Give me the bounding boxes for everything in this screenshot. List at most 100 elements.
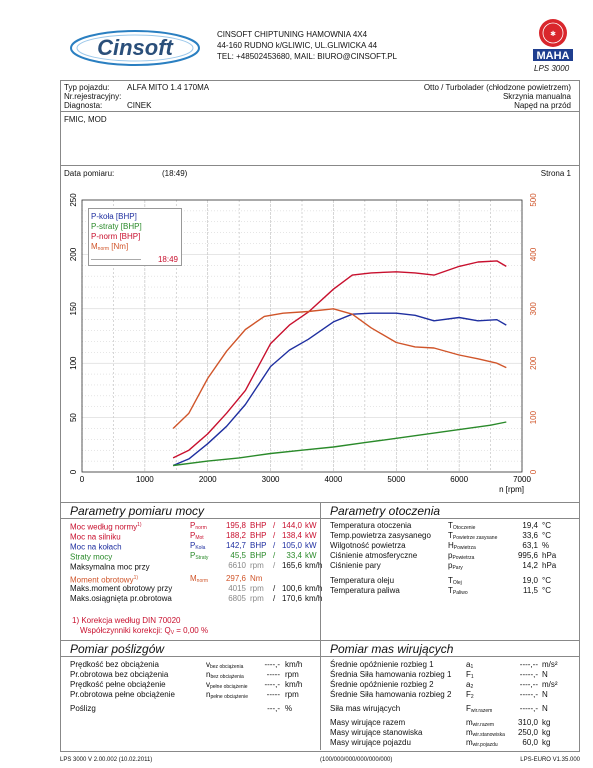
mass-row-unit: m/s² — [542, 680, 558, 689]
x-tick-label: 0 — [80, 475, 85, 484]
env-row-symbol: TOtoczenie — [448, 521, 475, 533]
power-row-symbol-letter: P — [190, 531, 196, 540]
mass-row-symbol: a2 — [466, 680, 473, 692]
env-row-label: Temperatura paliwa — [330, 586, 400, 595]
env-row-value: 19,4 — [522, 521, 538, 530]
footer-right: LPS-EURO V1.35.000 — [520, 757, 580, 763]
torque-row-value2: 170,6 — [281, 594, 302, 603]
env-row-label: Ciśnienie pary — [330, 561, 381, 570]
diagnostician-label: Diagnosta: — [64, 101, 103, 110]
power-row-label: Maksymalna moc przy — [70, 561, 150, 572]
mass-row-symbol: F1 — [466, 670, 474, 682]
power-row-unit1: BHP — [250, 521, 267, 530]
env-row-symbol-sub: Paliwo — [452, 590, 468, 596]
y-right-tick-label: 100 — [529, 410, 538, 424]
series-line — [172, 312, 507, 467]
correction-factor: Współczynniki korekcji: QV = 0,00 % — [80, 626, 208, 638]
env-row-symbol-sub: Olej — [452, 580, 462, 586]
env-row-unit: °C — [542, 521, 551, 530]
x-tick-label: 4000 — [325, 475, 343, 484]
company-address: 44-160 RUDNO k/GLIWIC, UL.GLIWICKA 44 — [217, 41, 378, 50]
power-row-unit2: kW — [305, 521, 317, 530]
maha-logo-text: MAHA — [537, 50, 570, 62]
mass-row-label: Średnia Siła hamowania rozbieg 1 — [330, 670, 452, 679]
power-row-value1: 188,2 — [225, 531, 246, 540]
env-row-value: 11,5 — [523, 586, 538, 595]
slip-row-symbol: npełne obciążenie — [206, 690, 248, 702]
mass-row-value: 60,0 — [522, 738, 538, 747]
mass-row-label: Masy wirujące razem — [330, 718, 406, 727]
env-row-symbol: pPary — [448, 561, 463, 573]
torque-row-value2: 100,6 — [281, 584, 302, 593]
slip-row-symbol-sub: pełne obciążenie — [210, 684, 248, 690]
slip-row-symbol-sub: pełne obciążenie — [210, 694, 248, 700]
power-row-value1: 142,7 — [225, 541, 246, 550]
mass-row-symbol-letter: F — [466, 670, 471, 679]
env-row-unit: °C — [542, 576, 551, 585]
power-row-label-text: Moc na kołach — [70, 542, 122, 552]
torque-label: Moment obrotowy1) — [70, 574, 138, 585]
mass-row-symbol-sub: wir.stanowiska — [472, 732, 505, 738]
mass-row-label: Średnie opóźnienie rozbieg 2 — [330, 680, 434, 689]
slip-row-label: Prędkość pełne obciążenie — [70, 680, 166, 689]
env-row-unit: hPa — [542, 561, 557, 570]
slip-row-symbol-sub: bez obciążenia — [210, 664, 244, 670]
mass-row-value: 250,0 — [517, 728, 538, 737]
legend-m-norm-symbol: M — [91, 242, 98, 251]
company-contact: TEL: +48502453680, MAIL: BIURO@CINSOFT.P… — [217, 52, 397, 61]
power-row-separator: / — [273, 531, 276, 540]
slip-row-unit: km/h — [285, 660, 303, 669]
mass-row-symbol-letter: a — [466, 660, 471, 669]
y-right-tick-label: 0 — [529, 469, 538, 474]
slip-row-unit: rpm — [285, 690, 299, 699]
mass-row-label: Masy wirujące stanowiska — [330, 728, 423, 737]
series-line — [173, 421, 507, 467]
env-row-value: 63,1 — [522, 541, 538, 550]
torque-unit: Nm — [250, 574, 263, 583]
dyno-chart: 0 1000 2000 3000 4000 5000 6000 7000 n [rpm] 0 50 1… — [60, 180, 580, 500]
header: Cinsoft CINSOFT CHIPTUNING HAMOWNIA 4X4 … — [60, 18, 580, 80]
vehicle-type-label: Typ pojazdu: — [64, 83, 110, 92]
power-row-unit1: BHP — [250, 541, 267, 550]
mass-row-unit: kg — [542, 728, 551, 737]
y-left-tick-label: 50 — [69, 413, 78, 422]
power-row-unit2: kW — [305, 541, 317, 550]
correction-factor-sub: V — [170, 630, 175, 636]
mass-row-unit: N — [542, 690, 548, 699]
legend-p-norm: P-norm [BHP] — [91, 232, 141, 241]
power-row-value1: 45,5 — [230, 551, 246, 560]
slip-row-symbol: nbez obciążenia — [206, 670, 244, 682]
power-row-symbol: Pnorm — [190, 521, 207, 533]
torque-row-unit2: km/h — [305, 594, 323, 603]
maha-model: LPS 3000 — [534, 64, 570, 73]
series-line — [172, 308, 507, 430]
footer-left: LPS 3000 V 2.00.002 (10.02.2011) — [60, 757, 153, 763]
env-row-symbol: HPowietrza — [448, 541, 476, 553]
mass-row-symbol-letter: m — [466, 738, 473, 747]
power-row-label: Moc według normy1) — [70, 521, 142, 532]
y-left-tick-label: 250 — [69, 193, 78, 207]
notes: FMIC, MOD — [64, 115, 107, 124]
y-right-tick-label: 400 — [529, 247, 538, 261]
power-section-title: Parametry pomiaru mocy — [70, 504, 205, 518]
y-right-tick-label: 300 — [529, 302, 538, 316]
env-row-symbol-sub: Powietrza — [452, 555, 475, 561]
env-row-symbol-letter: H — [448, 541, 454, 550]
drive-type: Napęd na przód — [514, 101, 571, 110]
y-left-tick-label: 200 — [69, 247, 78, 261]
y-right-tick-label: 500 — [529, 193, 538, 207]
legend-time: 18:49 — [157, 255, 178, 264]
env-row-symbol: TPowietrze zasysane — [448, 531, 497, 543]
slip-row-value: ----,- — [264, 660, 280, 669]
mass-row-symbol: F2 — [466, 690, 474, 702]
power-row-symbol-sub: Mot — [195, 535, 204, 541]
legend-p-kola: P-koła [BHP] — [91, 212, 137, 221]
series-line — [172, 260, 507, 459]
power-row-symbol-letter: P — [190, 521, 196, 530]
mass-row-symbol-sub: 1 — [470, 664, 474, 670]
x-tick-label: 1000 — [136, 475, 154, 484]
power-row-separator: / — [273, 521, 276, 530]
slip-row-label: Pr.obrotowa bez obciążenia — [70, 670, 169, 679]
mass-row-symbol: Fwir.razem — [466, 704, 492, 716]
mass-row-value: 310,0 — [517, 718, 538, 727]
